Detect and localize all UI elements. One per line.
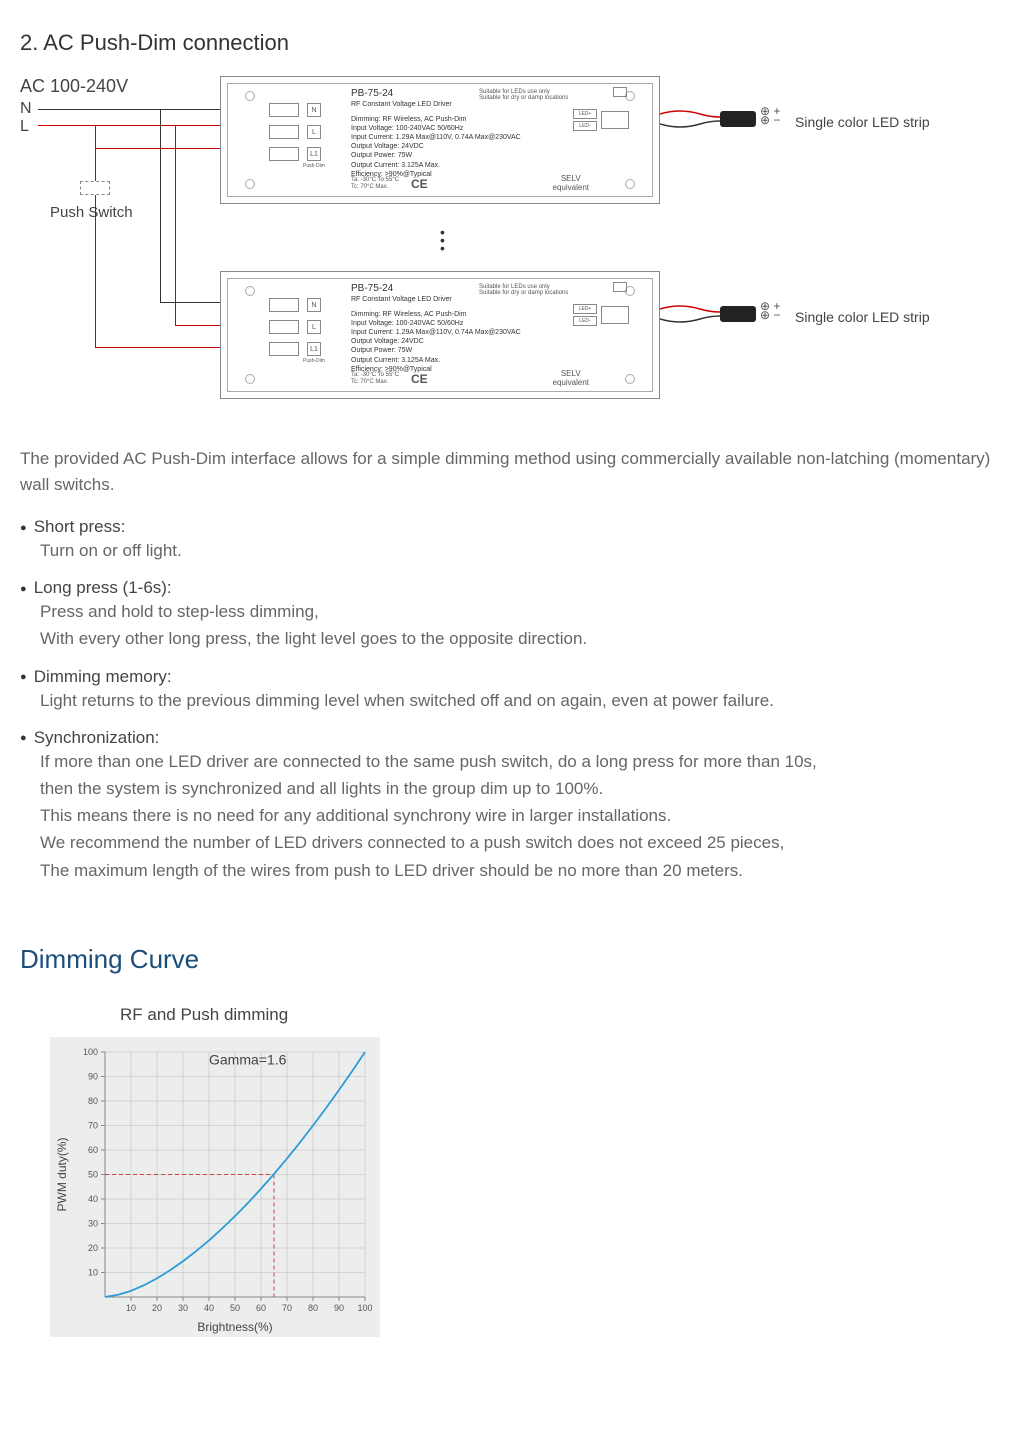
feature-detail: Press and hold to step-less dimming, <box>40 598 996 625</box>
svg-text:40: 40 <box>204 1303 214 1313</box>
push-switch-label: Push Switch <box>50 204 133 221</box>
feature-item: Dimming memory:Light returns to the prev… <box>20 667 996 714</box>
section-title: 2. AC Push-Dim connection <box>20 30 996 56</box>
feature-item: Long press (1-6s):Press and hold to step… <box>20 578 996 652</box>
suitable-text: Suitable for LEDs use only Suitable for … <box>479 89 579 101</box>
feature-detail: With every other long press, the light l… <box>40 625 996 652</box>
pushdim-label: Push-Dim <box>303 163 325 169</box>
svg-text:PWM duty(%): PWM duty(%) <box>55 1137 69 1211</box>
svg-text:10: 10 <box>126 1303 136 1313</box>
terminal-n-1 <box>269 103 299 117</box>
chart-svg: 10 20 30 40 50 60 70 80 90 100 10 20 30 40 50 60 70 80 90 1… <box>50 1037 380 1337</box>
terminal-n-label: N <box>307 103 321 117</box>
selv-text: SELV equivalent <box>553 175 589 193</box>
svg-text:40: 40 <box>88 1194 98 1204</box>
svg-text:60: 60 <box>88 1145 98 1155</box>
svg-text:50: 50 <box>230 1303 240 1313</box>
feature-detail: Light returns to the previous dimming le… <box>40 687 996 714</box>
led-strip-label-2: Single color LED strip <box>795 309 930 325</box>
feature-detail: This means there is no need for any addi… <box>40 802 996 829</box>
svg-text:60: 60 <box>256 1303 266 1313</box>
chart-title: RF and Push dimming <box>120 1005 996 1025</box>
output-block <box>601 111 629 129</box>
feature-list: Short press:Turn on or off light. Long pr… <box>20 517 996 884</box>
svg-text:50: 50 <box>88 1169 98 1179</box>
driver-box-2: N L L1 Push-Dim LED+ LED- PB-75-24 RF Co… <box>220 271 660 399</box>
feature-detail: We recommend the number of LED drivers c… <box>40 829 996 856</box>
driver-temp: Ta: -30°C To 55°C Tc: 70°C Max. <box>351 177 399 191</box>
svg-text:10: 10 <box>88 1267 98 1277</box>
svg-text:Gamma=1.6: Gamma=1.6 <box>209 1051 287 1067</box>
output-cable-1 <box>660 108 760 132</box>
feature-head: Synchronization: <box>20 728 996 748</box>
svg-text:30: 30 <box>88 1218 98 1228</box>
terminal-l1-label: L1 <box>307 147 321 161</box>
intro-paragraph: The provided AC Push-Dim interface allow… <box>20 446 996 497</box>
svg-text:30: 30 <box>178 1303 188 1313</box>
svg-text:70: 70 <box>88 1120 98 1130</box>
output-cable-2 <box>660 303 760 327</box>
driver-box-1: N L L1 Push-Dim LED+ LED- PB-75-24 RF Co… <box>220 76 660 204</box>
feature-head: Dimming memory: <box>20 667 996 687</box>
feature-detail: The maximum length of the wires from pus… <box>40 857 996 884</box>
svg-text:100: 100 <box>357 1303 372 1313</box>
svg-text:80: 80 <box>88 1096 98 1106</box>
terminal-led-plus: LED+ <box>573 109 597 119</box>
feature-head: Long press (1-6s): <box>20 578 996 598</box>
svg-text:20: 20 <box>152 1303 162 1313</box>
terminal-led-minus: LED- <box>573 121 597 131</box>
led-strip-label-1: Single color LED strip <box>795 114 930 130</box>
switch-icon <box>613 87 627 97</box>
dimming-curve-title: Dimming Curve <box>20 944 996 975</box>
feature-detail: If more than one LED driver are connecte… <box>40 748 996 775</box>
svg-text:90: 90 <box>334 1303 344 1313</box>
ac-voltage-label: AC 100-240V <box>20 76 128 97</box>
polarity-1: ⊕ +⊕ − <box>760 107 780 125</box>
svg-text:90: 90 <box>88 1071 98 1081</box>
feature-detail: then the system is synchronized and all … <box>40 775 996 802</box>
feature-detail: Turn on or off light. <box>40 537 996 564</box>
svg-text:80: 80 <box>308 1303 318 1313</box>
feature-head: Short press: <box>20 517 996 537</box>
push-switch-symbol <box>80 181 110 195</box>
svg-text:Brightness(%): Brightness(%) <box>197 1320 272 1334</box>
svg-text:70: 70 <box>282 1303 292 1313</box>
polarity-2: ⊕ +⊕ − <box>760 302 780 320</box>
svg-text:100: 100 <box>83 1047 98 1057</box>
ellipsis-dots: ••• <box>440 228 445 252</box>
cert-ce: CE <box>411 177 428 191</box>
terminal-l1-1 <box>269 147 299 161</box>
terminal-l-1 <box>269 125 299 139</box>
line-label: L <box>20 118 29 136</box>
feature-item: Short press:Turn on or off light. <box>20 517 996 564</box>
dimming-curve-chart: 10 20 30 40 50 60 70 80 90 100 10 20 30 40 50 60 70 80 90 1… <box>50 1037 380 1337</box>
wiring-diagram: AC 100-240V N L Push Switch N L L1 Push-… <box>20 76 990 416</box>
feature-item: Synchronization:If more than one LED dri… <box>20 728 996 884</box>
svg-text:20: 20 <box>88 1243 98 1253</box>
terminal-l-label: L <box>307 125 321 139</box>
neutral-label: N <box>20 100 32 118</box>
